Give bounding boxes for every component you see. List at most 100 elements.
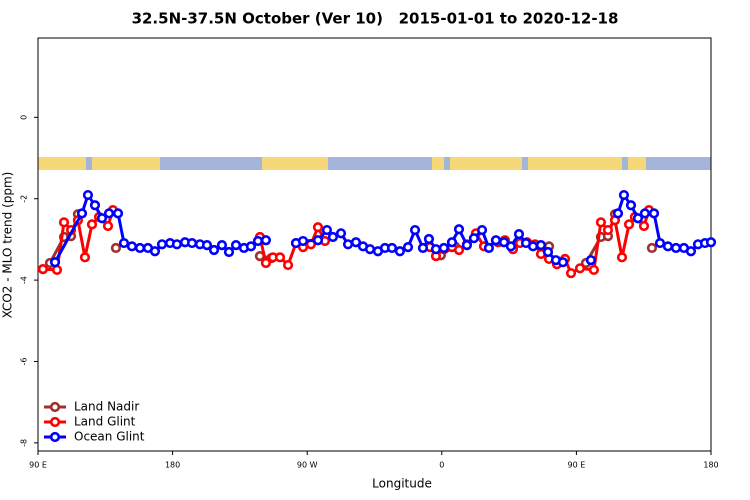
data-point	[216, 240, 228, 251]
data-point	[438, 242, 449, 254]
data-point	[588, 264, 599, 276]
y-axis-label: XCO2 - MLO trend (ppm)	[1, 172, 15, 319]
x-tick-label: 180	[165, 461, 180, 470]
data-point	[574, 263, 586, 274]
data-point	[646, 242, 658, 254]
data-point	[260, 235, 272, 246]
data-point	[453, 224, 465, 235]
data-point	[654, 237, 666, 249]
data-point	[565, 268, 577, 279]
data-point	[327, 231, 339, 243]
data-point	[282, 259, 294, 271]
data-point	[149, 246, 161, 257]
data-point	[542, 246, 554, 258]
x-tick-label: 90 W	[297, 461, 318, 470]
data-point	[476, 224, 488, 236]
data-point	[297, 235, 309, 247]
data-point	[386, 242, 398, 254]
data-point	[274, 252, 286, 263]
legend-marker	[49, 431, 61, 443]
data-point	[37, 264, 49, 275]
data-point	[417, 242, 429, 254]
data-point	[208, 244, 220, 256]
data-point	[602, 224, 614, 236]
data-point	[616, 252, 628, 263]
data-point	[134, 242, 146, 254]
data-point	[350, 237, 362, 248]
legend-marker	[49, 401, 61, 413]
data-point	[118, 237, 130, 249]
data-point	[625, 200, 637, 211]
data-point	[612, 208, 624, 219]
data-point	[632, 213, 644, 224]
data-point	[252, 235, 264, 247]
legend-label: Land Glint	[74, 415, 136, 429]
data-point	[312, 235, 324, 246]
y-tick-label: -6	[20, 357, 29, 365]
x-axis-label: Longitude	[372, 477, 432, 491]
y-tick-label: -4	[20, 276, 29, 284]
data-point	[618, 189, 630, 201]
data-point	[446, 237, 458, 248]
x-tick-label: 90 E	[29, 461, 47, 470]
data-point	[595, 217, 607, 228]
data-point	[171, 239, 183, 250]
data-point	[112, 208, 124, 219]
data-point	[156, 239, 168, 250]
data-point	[394, 246, 406, 257]
y-tick-label: -8	[20, 439, 29, 447]
data-point	[535, 240, 547, 251]
data-point	[82, 189, 94, 201]
land-ocean-strip	[38, 157, 711, 170]
data-point	[342, 239, 354, 250]
data-point	[51, 264, 63, 276]
data-point	[223, 246, 235, 258]
data-point	[461, 240, 473, 251]
data-point	[49, 257, 61, 268]
data-point	[483, 242, 495, 254]
y-tick-label: -2	[20, 195, 29, 203]
data-point	[110, 242, 122, 254]
legend-marker	[49, 416, 61, 428]
data-point	[186, 237, 198, 249]
legend-label: Land Nadir	[74, 400, 139, 414]
x-tick-label: 180	[703, 461, 718, 470]
x-tick-label: 0	[439, 461, 444, 470]
data-point	[505, 241, 516, 252]
data-point	[402, 242, 414, 253]
data-point	[260, 257, 272, 269]
data-point	[321, 224, 333, 236]
data-point	[453, 244, 465, 256]
data-point	[364, 244, 376, 255]
data-point	[585, 255, 597, 266]
data-point	[230, 240, 242, 251]
data-point	[490, 235, 502, 246]
data-point	[468, 233, 480, 244]
data-point	[648, 208, 660, 219]
data-point	[557, 257, 569, 268]
data-point	[79, 252, 91, 263]
data-point	[623, 219, 635, 230]
x-tick-label: 90 E	[568, 461, 586, 470]
data-point	[103, 208, 115, 219]
data-point	[498, 237, 510, 248]
data-point	[312, 222, 324, 233]
data-point	[86, 219, 98, 230]
data-point	[513, 229, 525, 240]
data-point	[527, 241, 539, 252]
data-point	[102, 220, 114, 232]
data-point	[76, 208, 88, 219]
legend-label: Ocean Glint	[74, 430, 145, 444]
data-point	[201, 240, 213, 251]
data-point	[335, 228, 347, 239]
data-point	[89, 200, 101, 211]
data-point	[126, 241, 138, 252]
data-point	[409, 224, 421, 236]
data-point	[638, 220, 650, 232]
y-tick-label: 0	[20, 115, 29, 120]
data-point	[58, 217, 70, 228]
data-point	[670, 242, 682, 254]
data-point	[705, 237, 717, 248]
data-point	[423, 233, 435, 245]
